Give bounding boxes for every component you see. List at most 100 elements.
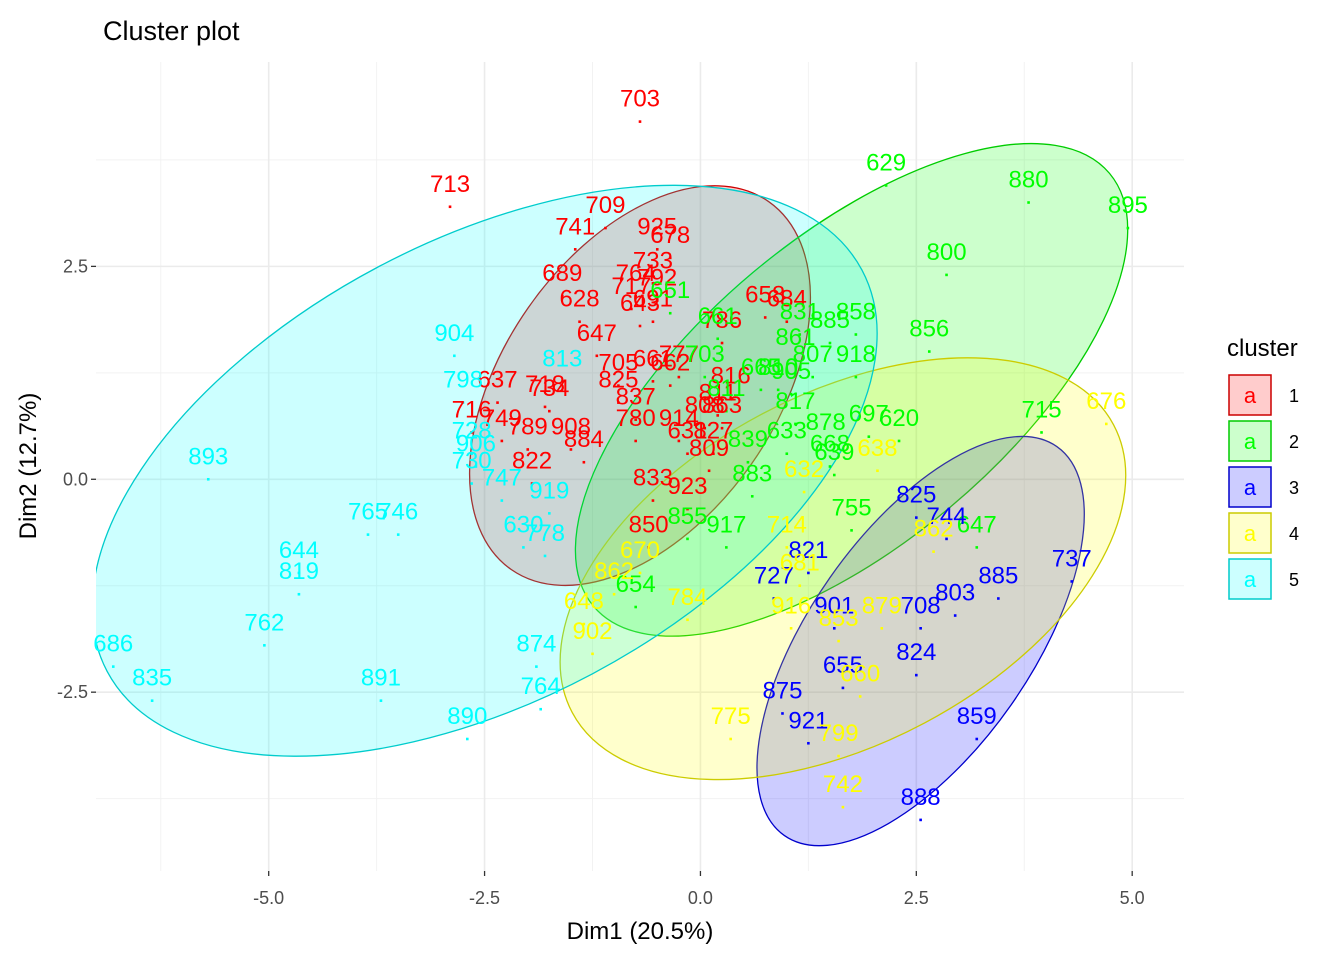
cluster-2-point-label: 856 (909, 316, 949, 343)
cluster-4-point (858, 695, 862, 698)
cluster-5-point (470, 452, 473, 456)
cluster-4-point (837, 754, 840, 758)
cluster-1-point (655, 299, 659, 302)
cluster-1-point (686, 507, 689, 511)
cluster-2-point-label: 861 (775, 324, 815, 351)
cluster-1-point (703, 426, 707, 430)
cluster-1-point-label: 717 (611, 273, 651, 300)
cluster-1-point-label: 914 (659, 405, 699, 432)
cluster-3-point (975, 737, 979, 741)
cluster-1-point-label: 705 (598, 350, 638, 377)
y-axis-ticks: -2.5 0.0 2.5 (57, 256, 96, 702)
cluster-1-point (604, 226, 607, 230)
cluster-1-point (677, 439, 681, 443)
cluster-2-point (854, 375, 858, 379)
cluster-2-point (785, 452, 789, 456)
legend-key-4 (1228, 512, 1272, 554)
cluster-2-point (811, 375, 814, 379)
cluster-2-point-label: 905 (771, 358, 811, 385)
cluster-2-point-label: 880 (1009, 167, 1049, 194)
cluster-1-point-label: 780 (616, 405, 656, 432)
cluster-2-point-label: 811 (707, 375, 745, 402)
cluster-2-point (703, 375, 707, 379)
cluster-4-point-label: 862 (594, 558, 634, 585)
cluster-4-point-label: 660 (840, 660, 880, 687)
cluster-5-point (297, 571, 301, 575)
cluster-2-point (828, 341, 832, 345)
cluster-2-point-label: 697 (849, 401, 889, 428)
legend-label-5: 5 (1289, 570, 1299, 590)
cluster-5-point-label: 890 (447, 703, 487, 730)
cluster-5-point-label: 746 (378, 499, 418, 526)
cluster-5-point (297, 592, 301, 596)
cluster-2-point-label: 839 (728, 426, 768, 453)
cluster-2-point (798, 333, 802, 336)
cluster-5-point (548, 512, 551, 515)
cluster-5-point (470, 482, 473, 485)
cluster-2-ellipse (574, 142, 1129, 637)
cluster-1-point-label: 647 (577, 320, 617, 347)
cluster-4-point (837, 639, 840, 643)
cluster-4-point (880, 627, 884, 630)
cluster-1-point-label: 809 (689, 435, 729, 462)
cluster-1-point-label: 703 (620, 86, 660, 113)
cluster-2-point-label: 895 (1108, 192, 1148, 219)
cluster-4-point-label: 775 (711, 703, 751, 730)
cluster-2-point (832, 473, 836, 477)
cluster-1-point (470, 431, 473, 434)
cluster-3-point (919, 627, 922, 630)
cluster-2-point (897, 439, 901, 443)
cluster-2-point (686, 537, 689, 541)
cluster-5-point-label: 778 (525, 520, 565, 547)
cluster-1-point-label: 764 (616, 260, 656, 287)
cluster-5-point-label: 904 (434, 320, 474, 347)
cluster-1-point (573, 248, 577, 251)
cluster-4-point (841, 805, 845, 809)
legend-key-glyph: a (1244, 383, 1257, 408)
cluster-1-point (617, 384, 620, 387)
y-tick-label: 2.5 (63, 256, 88, 276)
cluster-1-point-label: 637 (478, 367, 518, 394)
cluster-1-point-label: 833 (633, 465, 673, 492)
cluster-4-point-label: 742 (823, 771, 863, 798)
cluster-4-point-label: 638 (857, 435, 897, 462)
cluster-3-point (945, 537, 948, 541)
cluster-5-point (500, 499, 504, 502)
cluster-2-point (789, 392, 793, 396)
cluster-2-point-label: 810 (758, 354, 798, 381)
cluster-1-point (668, 384, 672, 387)
cluster-4-point-label: 916 (771, 592, 811, 619)
cluster-4-point (932, 550, 935, 553)
cluster-2-point (867, 435, 871, 438)
cluster-3-point (772, 597, 776, 600)
cluster-5-point (522, 546, 525, 549)
cluster-1-point-label: 631 (667, 418, 707, 445)
x-axis-title: Dim1 (20.5%) (567, 918, 714, 945)
x-tick-label: 0.0 (688, 888, 713, 908)
cluster-5-ellipse (96, 184, 878, 757)
cluster-5-point (111, 665, 115, 668)
cluster-3-point (915, 673, 918, 677)
cluster-5-point-label: 728 (452, 418, 492, 445)
cluster-1-point (595, 354, 599, 358)
cluster-3-point (915, 516, 918, 519)
cluster-2-point (854, 333, 858, 336)
cluster-1-point-label: 884 (564, 426, 604, 453)
legend-label-1: 1 (1289, 386, 1299, 406)
cluster-3-point (832, 627, 836, 630)
cluster-4-point-label: 902 (572, 618, 612, 645)
cluster-5-point-label: 765 (348, 499, 388, 526)
cluster-2-point (794, 358, 797, 362)
cluster-1-point-label: 658 (745, 281, 785, 308)
cluster-2-point (828, 465, 832, 468)
cluster-1-point (500, 439, 504, 443)
cluster-1-point (729, 397, 732, 400)
legend-key-glyph: a (1244, 521, 1257, 546)
legend-label-3: 3 (1289, 478, 1299, 498)
cluster-5-point (396, 533, 400, 536)
cluster-1-point-label: 825 (598, 367, 638, 394)
cluster-1-point-label: 827 (693, 418, 733, 445)
y-axis-title: Dim2 (12.7%) (15, 393, 42, 540)
